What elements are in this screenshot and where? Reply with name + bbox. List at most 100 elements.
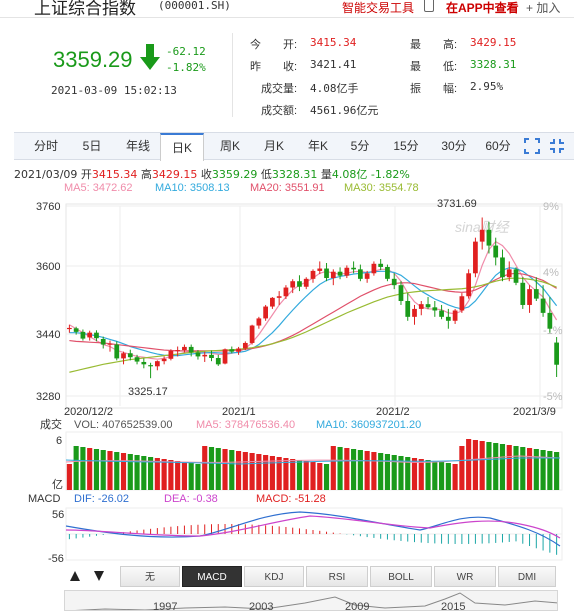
volume-bar: [188, 463, 194, 490]
volume-bar: [405, 457, 411, 490]
tab-intraday[interactable]: 分时: [33, 139, 58, 153]
fullscreen-icon[interactable]: [524, 138, 540, 154]
candle: [134, 354, 140, 365]
volume-bar: [317, 463, 323, 490]
tab-weekly-k[interactable]: 周K: [219, 139, 240, 153]
candle: [121, 351, 126, 365]
stock-name: 上证综合指数: [34, 0, 136, 18]
candle: [540, 285, 546, 317]
price-change: -62.12: [166, 45, 206, 58]
volume-value: 4.08亿手: [310, 82, 359, 95]
tab-yearly-k[interactable]: 年K: [307, 139, 328, 153]
sina-watermark: sina财经: [455, 219, 511, 235]
tab-15min[interactable]: 15分: [393, 139, 419, 153]
ohlc-close-label: 收: [200, 168, 212, 181]
x-tick-2021-3-9: 2021/3/9: [513, 406, 556, 418]
candle: [337, 267, 343, 280]
volume-bar: [269, 456, 275, 490]
kline-chart[interactable]: 3760 3600 3440 3280 9% 4% -1% -5% 2020/1…: [0, 196, 574, 564]
macd-bottom-tick: -56: [48, 553, 64, 564]
volume-bar: [290, 459, 296, 490]
volume-bar: [526, 448, 533, 490]
tab-monthly-k[interactable]: 月K: [263, 139, 284, 153]
ma-line-ma10: [69, 267, 558, 357]
smart-trade-link[interactable]: 智能交易工具: [342, 1, 415, 15]
ma5-legend: MA5: 3472.62: [64, 182, 133, 194]
indicator-tab-rsi[interactable]: RSI: [306, 566, 368, 587]
candle: [209, 350, 214, 362]
tab-daily-k[interactable]: 日K: [160, 133, 204, 161]
candle: [479, 217, 485, 250]
volume-bar: [344, 448, 350, 490]
amount-value: 4561.96亿元: [310, 104, 379, 117]
tab-30min[interactable]: 30分: [441, 139, 467, 153]
prev-close-label: 昨 收:: [250, 61, 298, 73]
volume-bar: [499, 444, 506, 490]
candle: [242, 341, 248, 351]
macd-dif-legend: DIF: -26.02: [74, 493, 129, 505]
add-watchlist-button[interactable]: + 加入: [526, 1, 561, 15]
volume-bar: [80, 447, 86, 490]
indicator-tab-kdj[interactable]: KDJ: [244, 566, 304, 587]
volume-bar: [466, 439, 472, 490]
volume-ma5-legend: MA5: 378476536.40: [196, 419, 295, 431]
candle: [385, 264, 390, 282]
scroll-down-icon[interactable]: [94, 571, 104, 581]
quote-datetime: 2021-03-09 15:02:13: [51, 84, 177, 97]
volume-bar: [357, 450, 363, 490]
candle: [94, 330, 99, 342]
ohlc-close: 3359.29: [211, 168, 258, 181]
candle: [527, 285, 532, 313]
candle: [73, 326, 79, 335]
candle: [432, 301, 438, 317]
volume-bar: [445, 463, 451, 490]
candle: [256, 316, 262, 329]
timeline-navigator[interactable]: 1997 2003 2009 2015: [64, 590, 558, 611]
volume-bar: [134, 455, 140, 490]
volume-bar: [384, 454, 391, 490]
y-tick-3600: 3600: [36, 261, 60, 273]
indicator-tab-dmi[interactable]: DMI: [498, 566, 556, 587]
volume-bar: [222, 449, 228, 490]
candle: [324, 263, 329, 282]
volume-bar: [168, 460, 174, 490]
volume-ma10-legend: MA10: 360937201.20: [316, 419, 421, 431]
y-tick-3760: 3760: [36, 201, 60, 213]
candle: [236, 346, 241, 355]
y-tick-3280: 3280: [36, 391, 60, 403]
candle: [405, 293, 411, 321]
indicator-tab-boll[interactable]: BOLL: [370, 566, 432, 587]
volume-bar: [107, 451, 113, 490]
volume-bar: [141, 456, 147, 490]
tab-60min[interactable]: 60分: [485, 139, 511, 153]
volume-bar: [310, 462, 316, 490]
candle: [297, 275, 302, 292]
y-tick-3440: 3440: [36, 329, 60, 341]
pct-tick-4: 4%: [543, 267, 559, 279]
volume-bar: [114, 452, 120, 490]
tab-year-line[interactable]: 年线: [125, 139, 150, 153]
volume-bar: [323, 464, 330, 490]
indicator-tab-none[interactable]: 无: [120, 566, 180, 587]
shrink-icon[interactable]: [549, 138, 565, 154]
candle: [202, 351, 208, 362]
prev-close-value: 3421.41: [310, 58, 357, 71]
stock-code: (000001.SH): [158, 0, 231, 12]
indicator-tab-macd[interactable]: MACD: [182, 566, 242, 587]
macd-top-tick: 56: [52, 509, 64, 521]
candle: [303, 277, 309, 290]
candle: [513, 267, 519, 286]
indicator-tab-wr[interactable]: WR: [434, 566, 496, 587]
volume-bar: [432, 461, 438, 490]
tab-5min[interactable]: 5分: [350, 139, 370, 153]
scroll-up-icon[interactable]: [70, 571, 80, 581]
volume-bar: [513, 446, 519, 490]
volume-label: 成交: [40, 417, 62, 431]
app-view-link[interactable]: 在APP中查看: [446, 1, 519, 15]
candle: [364, 270, 370, 283]
candle: [161, 356, 167, 365]
tab-5day[interactable]: 5日: [82, 139, 102, 153]
volume-bar: [229, 450, 235, 490]
candle: [229, 346, 235, 354]
ma30-legend: MA30: 3554.78: [344, 182, 419, 194]
